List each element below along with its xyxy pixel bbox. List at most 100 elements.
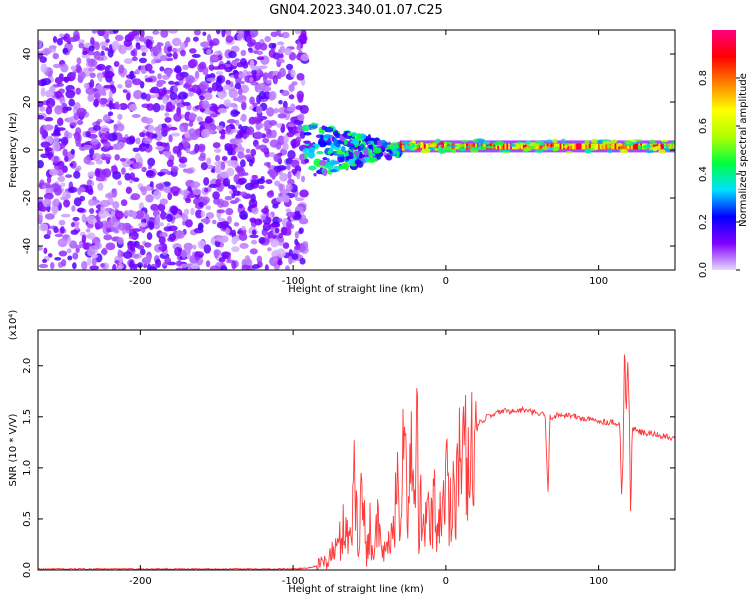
spectrogram-cell bbox=[54, 76, 63, 85]
spectrogram-cell bbox=[203, 92, 213, 101]
spectrogram-cell bbox=[203, 187, 209, 193]
spectrogram-cell bbox=[198, 81, 209, 91]
spectrogram-cell bbox=[139, 248, 146, 256]
spectrogram-cell bbox=[623, 143, 634, 147]
spectrogram-line-cell bbox=[590, 143, 594, 150]
spectrogram-cell bbox=[105, 131, 111, 141]
spectrogram-cell bbox=[159, 198, 168, 205]
spectrogram-cell bbox=[52, 198, 60, 207]
spectrogram-cell bbox=[183, 208, 190, 216]
spectrogram-cell bbox=[129, 70, 134, 80]
spectrogram-cell bbox=[385, 154, 393, 161]
spectrogram-cell bbox=[131, 232, 139, 240]
colorbar-tick-label: 0.6 bbox=[698, 118, 709, 134]
spectrogram-cell bbox=[170, 165, 179, 172]
spectrogram-cell bbox=[298, 244, 306, 253]
spectrogram-cell bbox=[92, 152, 101, 162]
spectrogram-cell bbox=[181, 214, 189, 221]
spectrogram-cell bbox=[74, 168, 80, 172]
spectrogram-cell bbox=[368, 137, 376, 142]
spectrogram-cell bbox=[102, 168, 112, 178]
spectrogram-cell bbox=[234, 197, 240, 202]
spectrogram-cell bbox=[72, 216, 80, 222]
spectrogram-cell bbox=[663, 144, 671, 148]
spectrogram-cell bbox=[457, 143, 465, 148]
spectrogram-cell bbox=[53, 226, 59, 234]
spectrogram-cells bbox=[38, 30, 675, 270]
spectrogram-cell bbox=[197, 240, 206, 249]
spectrogram-cell bbox=[101, 91, 107, 97]
spectrogram-cell bbox=[359, 143, 365, 151]
spectrogram-cell bbox=[162, 96, 168, 105]
spectrogram-cell bbox=[255, 105, 263, 115]
spectrogram-cell bbox=[54, 105, 63, 115]
spectrogram-cell bbox=[607, 148, 613, 154]
spectrogram-cell bbox=[192, 36, 199, 42]
spectrogram-cell bbox=[534, 140, 542, 143]
spectrogram-cell bbox=[210, 55, 219, 62]
spectrogram-cell bbox=[230, 109, 240, 117]
spectrogram-cell bbox=[137, 245, 145, 250]
spectrogram-cell bbox=[268, 168, 277, 178]
spectrogram-cell bbox=[251, 69, 257, 76]
spectrogram-cell bbox=[152, 102, 161, 113]
spectrogram-cell bbox=[482, 140, 491, 145]
spectrogram-cell bbox=[215, 154, 221, 162]
spectrogram-cell bbox=[56, 127, 66, 131]
spectrogram-line-cell bbox=[555, 143, 559, 150]
spectrogram-cell bbox=[166, 213, 173, 223]
spectrogram-cell bbox=[71, 205, 76, 212]
spectrogram-cell bbox=[118, 102, 128, 111]
spectrogram-cell bbox=[236, 61, 245, 68]
spectrogram-cell bbox=[249, 30, 259, 38]
spectrogram-line-cell bbox=[420, 142, 424, 148]
spectrogram-line-cell bbox=[422, 144, 426, 151]
spectrogram-cell bbox=[101, 127, 110, 132]
spectrogram-cell bbox=[509, 143, 517, 147]
spectrogram-line-cell bbox=[500, 143, 504, 150]
spectrogram-cell bbox=[288, 255, 293, 265]
y-tick-label: -40 bbox=[22, 238, 33, 254]
spectrogram-cell bbox=[293, 210, 301, 219]
spectrogram-cell bbox=[175, 267, 184, 270]
spectrogram-line-cell bbox=[464, 143, 468, 150]
spectrogram-line-cell bbox=[557, 143, 561, 150]
x-tick-label: -200 bbox=[129, 276, 152, 287]
spectrogram-cell bbox=[252, 102, 258, 107]
spectrogram-cell bbox=[547, 147, 555, 151]
spectrogram-cell bbox=[164, 112, 170, 117]
spectrogram-cell bbox=[107, 48, 114, 58]
spectrogram-cell bbox=[563, 145, 568, 149]
spectrogram-cell bbox=[269, 151, 276, 158]
spectrogram-cell bbox=[249, 96, 255, 105]
spectrogram-cell bbox=[98, 97, 108, 105]
snr-plot-area bbox=[38, 330, 675, 570]
spectrogram-cell bbox=[524, 140, 531, 145]
spectrogram-line-cell bbox=[588, 143, 592, 150]
spectrogram-cell bbox=[100, 263, 105, 268]
spectrogram-cell bbox=[99, 41, 109, 48]
spectrogram-cell bbox=[145, 93, 151, 102]
spectrogram-cell bbox=[93, 50, 101, 60]
spectrogram-cell bbox=[238, 124, 243, 130]
spectrogram-cell bbox=[250, 179, 260, 189]
spectrogram-cell bbox=[70, 65, 77, 71]
spectrogram-cell bbox=[206, 157, 212, 165]
spectrogram-cell bbox=[77, 71, 86, 80]
spectrogram-cell bbox=[145, 194, 154, 203]
spectrogram-cell bbox=[272, 52, 281, 60]
spectrogram-cell bbox=[167, 30, 178, 34]
spectrogram-cell bbox=[203, 244, 212, 254]
spectrogram-cell bbox=[502, 149, 512, 152]
spectrogram-cell bbox=[146, 103, 155, 111]
spectrogram-cell bbox=[277, 113, 287, 119]
spectrogram-cell bbox=[220, 265, 228, 270]
spectrogram-cell bbox=[164, 256, 172, 265]
spectrogram-cell bbox=[112, 143, 122, 151]
spectrogram-cell bbox=[250, 81, 259, 86]
spectrogram-cell bbox=[197, 145, 206, 153]
spectrogram-cell bbox=[264, 264, 269, 270]
spectrogram-cell bbox=[156, 171, 166, 176]
spectrogram-cell bbox=[113, 123, 118, 132]
spectrogram-cell bbox=[103, 84, 114, 89]
